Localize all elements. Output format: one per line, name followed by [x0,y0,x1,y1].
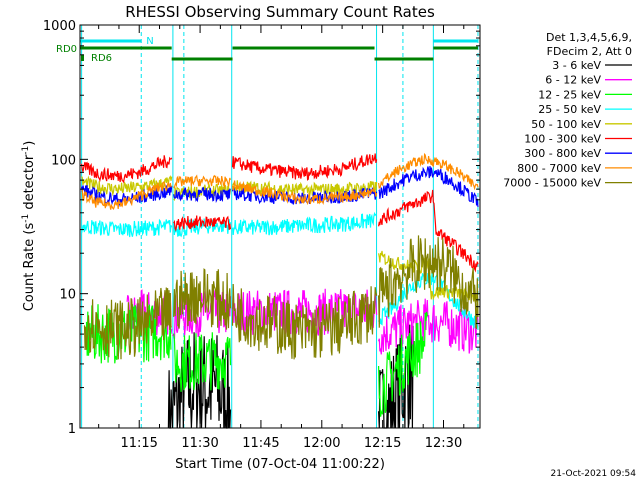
y-tick-label: 10 [59,288,76,303]
legend-label: 7000 - 15000 keV [503,177,601,190]
legend-header: Det 1,3,4,5,6,9, [546,31,632,44]
flag-label-rd6: RD6 [91,53,112,64]
series-line [83,287,172,360]
chart-title: RHESSI Observing Summary Count Rates [125,3,435,21]
observing-flags: N RD0 RD6 [56,36,478,64]
plot-frame [79,24,481,429]
y-tick-label: 100 [51,153,76,168]
series-line [173,215,232,232]
legend-label: 3 - 6 keV [552,59,601,72]
series-line [81,155,173,184]
legend: Det 1,3,4,5,6,9,FDecim 2, Att 03 - 6 keV… [503,31,632,190]
x-tick-label: 11:15 [120,436,157,451]
x-tick-label: 11:45 [242,436,279,451]
legend-label: 12 - 25 keV [538,88,601,101]
series-line [81,175,173,197]
series-line [232,180,378,197]
flag-label-n: N [146,36,153,47]
series-8 [81,152,479,210]
series-line [378,152,479,191]
legend-label: 100 - 300 keV [524,133,601,146]
timestamp: 21-Oct-2021 09:54 [551,469,637,479]
x-tick-label: 12:30 [425,436,462,451]
y-tick-label: 1000 [43,19,76,34]
legend-header: FDecim 2, Att 0 [547,45,632,58]
y-tick-label: 1 [68,422,76,437]
axes: 1 10 100 1000 11:15 11:30 11:45 12:00 12:15 12:30 [43,19,480,451]
x-axis-label: Start Time (07-Oct-04 11:00:22) [175,457,385,472]
series-line [81,218,173,238]
series-line [81,181,172,210]
legend-label: 800 - 7000 keV [517,162,601,175]
series-line [378,165,479,208]
series-line [173,268,232,330]
series-line [378,311,428,417]
series-line [173,332,232,392]
legend-label: 50 - 100 keV [531,118,601,131]
x-tick-label: 11:30 [181,436,218,451]
series-line [231,180,378,206]
legend-label: 25 - 50 keV [538,103,601,116]
flag-marker-rd6 [81,55,84,61]
series-line [81,185,173,207]
series-line [167,332,232,429]
series-line [378,189,479,273]
instrument-marker-lines [81,25,479,428]
series-6 [81,153,479,273]
series-9 [83,235,479,360]
y-axis-label: Count Rate (s-1 detector-1) [21,141,37,312]
legend-label: 6 - 12 keV [545,74,601,87]
series-line [231,211,377,236]
legend-label: 300 - 800 keV [524,147,601,160]
flag-label-rd0: RD0 [56,44,77,55]
series-line [231,283,378,360]
series-line [378,235,479,330]
series-line [231,153,378,181]
plot-area: N RD0 RD6 1 10 100 1000 11:15 11:30 11:45 12:00 12… [43,19,481,451]
series-line [173,187,231,204]
x-tick-label: 12:15 [364,436,401,451]
x-tick-label: 12:00 [303,436,340,451]
count-rate-series [81,152,479,429]
series-line [173,174,232,190]
